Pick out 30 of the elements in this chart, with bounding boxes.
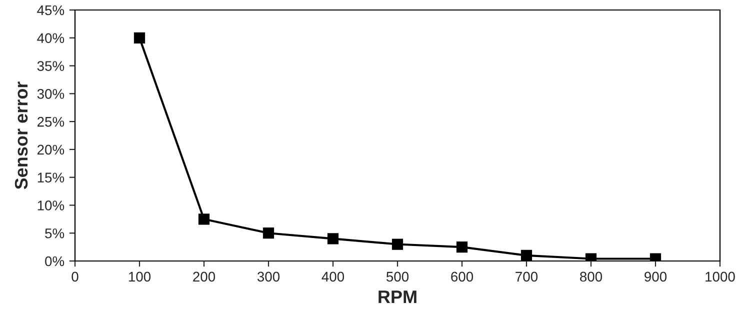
y-tick-label: 40% — [37, 33, 64, 44]
x-tick-label: 100 — [128, 272, 151, 282]
x-tick-label: 600 — [451, 272, 474, 282]
x-tick-label: 700 — [516, 272, 538, 282]
y-axis-title: Sensor error — [14, 82, 28, 190]
x-tick-label: 0 — [72, 272, 78, 282]
y-tick-label: 20% — [37, 144, 64, 155]
y-tick-label: 10% — [38, 200, 64, 210]
point — [262, 228, 274, 239]
x-tick-label: 500 — [386, 272, 409, 282]
y-tick-label: 30% — [37, 89, 64, 99]
y-tick-label: 45% — [37, 5, 64, 16]
point — [456, 242, 468, 253]
x-tick-label: 800 — [580, 272, 602, 282]
point — [520, 250, 532, 261]
point — [198, 214, 210, 225]
point — [134, 32, 146, 44]
x-tick-label: 900 — [644, 272, 667, 282]
y-tick-label: 25% — [37, 116, 64, 127]
x-axis-title: RPM — [378, 290, 416, 304]
y-tick-label: 15% — [38, 172, 64, 183]
x-tick-label: 300 — [257, 272, 280, 282]
y-tick-label: 35% — [37, 61, 64, 71]
x-tick-label: 400 — [322, 272, 344, 282]
point — [327, 233, 339, 244]
y-tick-label: 5% — [45, 228, 64, 238]
point — [392, 238, 404, 250]
y-tick-label: 0% — [45, 256, 64, 266]
x-tick-label: 1000 — [706, 272, 735, 282]
x-tick-label: 200 — [193, 272, 216, 282]
